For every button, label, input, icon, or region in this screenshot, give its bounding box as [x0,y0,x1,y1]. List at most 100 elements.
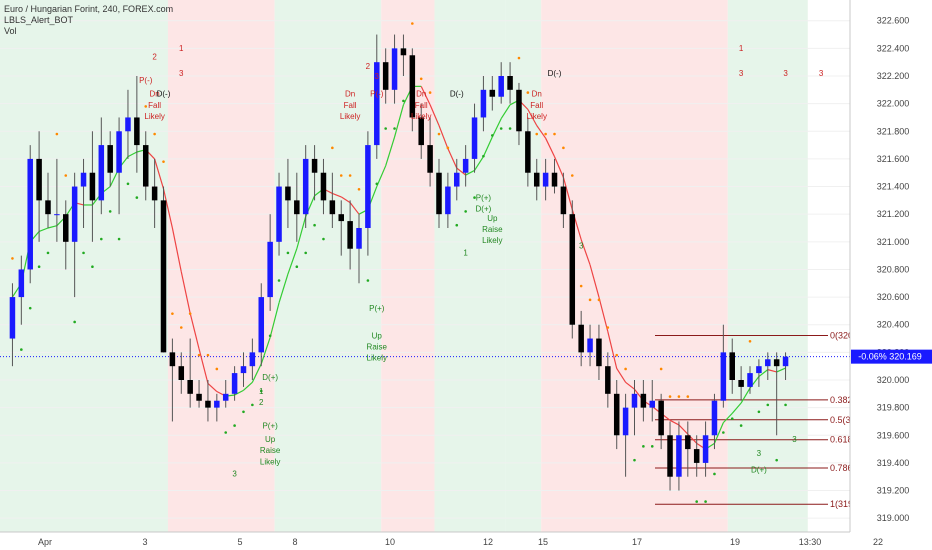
candle-body [756,366,762,374]
signal-label: Likely [367,354,387,363]
candle-body [196,393,202,401]
psar-dot [517,56,521,60]
psar-dot [650,445,654,448]
candle-body [471,117,478,159]
psar-dot [402,99,405,103]
moving-average-segment [491,118,502,138]
psar-dot [784,403,787,407]
moving-average-segment [162,188,173,229]
signal-label: D(+) [476,204,492,213]
moving-average-segment [722,412,733,424]
moving-average-segment [385,136,396,166]
signal-label: P(+) [476,193,492,202]
psar-dot [633,458,636,462]
signal-label: 2 [259,398,264,407]
psar-dot [286,251,290,255]
time-tick-label: 19 [730,537,740,547]
moving-average-segment [207,383,218,392]
signal-label: D(-) [548,69,562,78]
psar-dot [188,312,192,315]
moving-average-segment [536,125,547,139]
candle-body [205,400,211,408]
psar-dot [144,105,148,108]
signal-label: Likely [340,112,360,121]
psar-dot [526,91,530,94]
background-band [167,0,275,532]
psar-dot [508,127,512,130]
candle-body [160,200,167,353]
signal-label: Likely [527,112,547,121]
candle-body [409,55,416,118]
moving-average-segment [625,381,635,390]
candle-body [347,221,353,249]
candle-body [178,366,185,380]
moving-average-segment [38,227,49,233]
signal-label: Fall [148,101,161,110]
candle-body [498,76,504,97]
psar-dot [730,417,734,420]
last-price-label: -0.06% 320.169 [858,352,922,362]
psar-dot [126,182,130,186]
signal-label: 3 [819,69,824,78]
psar-dot [722,431,725,434]
psar-dot [606,326,610,329]
background-band [434,0,506,532]
signal-label: 1 [259,387,264,396]
price-axis: 322.600 322.400 322.200 322.000 321.800 321.6… [849,0,932,550]
price-tick-label: 319.400 [877,458,910,468]
candle-body [693,449,700,463]
candle-body [27,158,33,270]
candle-body [391,48,398,90]
moving-average-segment [669,419,680,426]
candle-body [640,393,647,408]
psar-dot [357,188,361,191]
signal-label: Dn [416,90,426,99]
candle-body [231,373,238,394]
price-tick-label: 321.400 [877,182,910,192]
price-tick-label: 321.600 [877,154,910,164]
psar-dot [588,298,592,302]
psar-dot [331,146,334,150]
candle-body [782,356,789,367]
signal-label: Fall [530,101,543,110]
moving-average-segment [376,165,387,187]
price-tick-label: 322.200 [877,71,910,81]
candle-body [676,435,682,477]
moving-average-segment [251,363,262,383]
volume-label: Vol [4,26,17,36]
moving-average-segment [349,202,360,215]
psar-dot [473,196,476,199]
psar-dot [597,298,601,302]
price-tick-label: 319.600 [877,430,910,440]
moving-average-segment [678,424,689,435]
psar-dot [82,251,85,255]
candle-body [142,145,149,187]
psar-dot [162,160,165,163]
psar-dot [37,265,41,268]
signal-label: 3 [783,69,788,78]
candles [9,34,789,491]
moving-average-segment [589,264,600,298]
moving-average-segment [731,402,742,414]
chart-legend: Euro / Hungarian Forint, 240, FOREX.com … [4,4,173,37]
psar-dot [197,353,201,357]
moving-average-segment [758,369,769,378]
signal-label: D(-) [450,90,464,99]
signal-label: Likely [260,457,280,466]
moving-average-segment [171,227,182,272]
candle-body [569,214,576,325]
psar-dot [28,306,32,310]
signal-label: 1 [739,44,744,53]
time-tick-label: 15 [538,537,548,547]
psar-dot [775,458,778,462]
signal-label: Dn [150,90,160,99]
moving-average-segment [234,389,244,396]
candle-body [729,352,735,380]
psar-dot [739,424,743,427]
psar-dot [100,237,103,241]
moving-average-segment [456,167,467,176]
candle-body [560,186,567,215]
candle-body [507,76,513,90]
candle-body [533,172,540,187]
